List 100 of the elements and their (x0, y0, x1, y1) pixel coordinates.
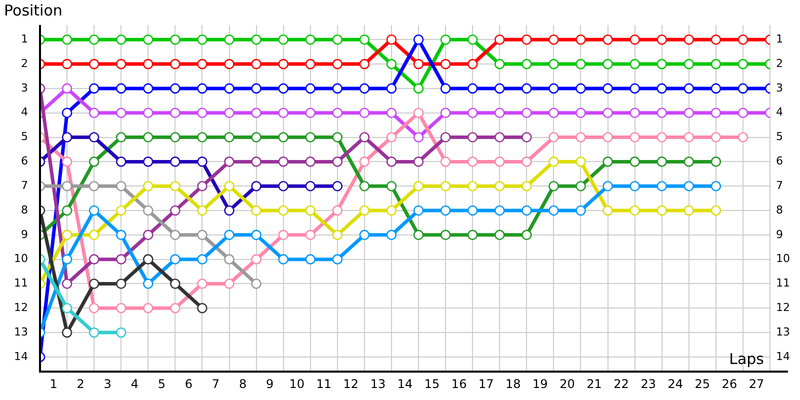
point (359, 205, 370, 216)
point (197, 230, 208, 240)
point (142, 254, 154, 264)
point (440, 83, 451, 94)
point (116, 180, 126, 192)
point (332, 230, 343, 240)
point (224, 156, 234, 167)
point (116, 327, 126, 338)
point (332, 34, 343, 45)
y-tick-label: 8 (20, 203, 28, 216)
point (170, 180, 180, 192)
point (62, 156, 72, 167)
point (386, 156, 397, 167)
point (197, 83, 208, 94)
point (116, 230, 126, 240)
point (656, 108, 668, 118)
point (62, 230, 72, 240)
point (467, 230, 478, 240)
point (224, 34, 234, 45)
point (494, 132, 505, 142)
point (116, 83, 126, 94)
point (522, 156, 532, 167)
point (278, 180, 288, 192)
point (224, 108, 234, 118)
point (62, 278, 72, 289)
point (440, 58, 451, 70)
y-tick-label: 2 (20, 56, 28, 70)
point (602, 156, 613, 167)
point (710, 83, 722, 94)
point (440, 132, 451, 142)
point (630, 34, 640, 45)
point (142, 83, 154, 94)
point (142, 58, 154, 70)
point (602, 205, 613, 216)
x-tick-label: 20 (560, 376, 575, 391)
point (710, 132, 722, 142)
y-tick-label: 3 (20, 81, 28, 94)
x-tick-label: 16 (451, 376, 467, 391)
point (224, 230, 234, 240)
point (738, 34, 748, 45)
y2-tick-label: 2 (776, 56, 784, 70)
x-tick-label: 21 (586, 376, 602, 391)
point (630, 205, 640, 216)
x-tick-label: 15 (424, 376, 440, 391)
x-tick-label: 25 (694, 376, 710, 391)
x-tick-label: 9 (266, 376, 274, 391)
point (467, 205, 478, 216)
y2-tick-label: 11 (776, 276, 790, 290)
point (548, 83, 559, 94)
point (116, 302, 126, 314)
point (142, 108, 154, 118)
point (602, 132, 613, 142)
point (142, 230, 154, 240)
point (467, 34, 478, 45)
point (251, 205, 262, 216)
point (62, 327, 72, 338)
point (656, 132, 668, 142)
point (413, 83, 424, 94)
point (88, 132, 100, 142)
point (251, 132, 262, 142)
point (656, 34, 668, 45)
point (116, 205, 126, 216)
point (440, 108, 451, 118)
point (88, 230, 100, 240)
point (170, 230, 180, 240)
point (332, 132, 343, 142)
point (576, 205, 586, 216)
point (602, 108, 613, 118)
point (548, 34, 559, 45)
point (710, 108, 722, 118)
point (413, 108, 424, 118)
point (413, 34, 424, 45)
point (386, 230, 397, 240)
y2-tick-label: 13 (776, 325, 790, 338)
point (197, 205, 208, 216)
y-tick-label: 14 (14, 350, 28, 363)
point (62, 58, 72, 70)
point (413, 180, 424, 192)
point (197, 278, 208, 289)
point (684, 83, 694, 94)
point (197, 156, 208, 167)
point (576, 180, 586, 192)
y2-tick-label: 3 (776, 81, 784, 94)
point (305, 180, 316, 192)
point (413, 58, 424, 70)
point (224, 254, 234, 264)
point (224, 83, 234, 94)
point (170, 254, 180, 264)
point (522, 58, 532, 70)
point (62, 302, 72, 314)
point (684, 58, 694, 70)
point (197, 58, 208, 70)
point (278, 83, 288, 94)
point (88, 180, 100, 192)
point (738, 132, 748, 142)
point (142, 132, 154, 142)
point (251, 156, 262, 167)
point (386, 58, 397, 70)
point (62, 108, 72, 118)
x-tick-label: 1 (50, 376, 58, 391)
